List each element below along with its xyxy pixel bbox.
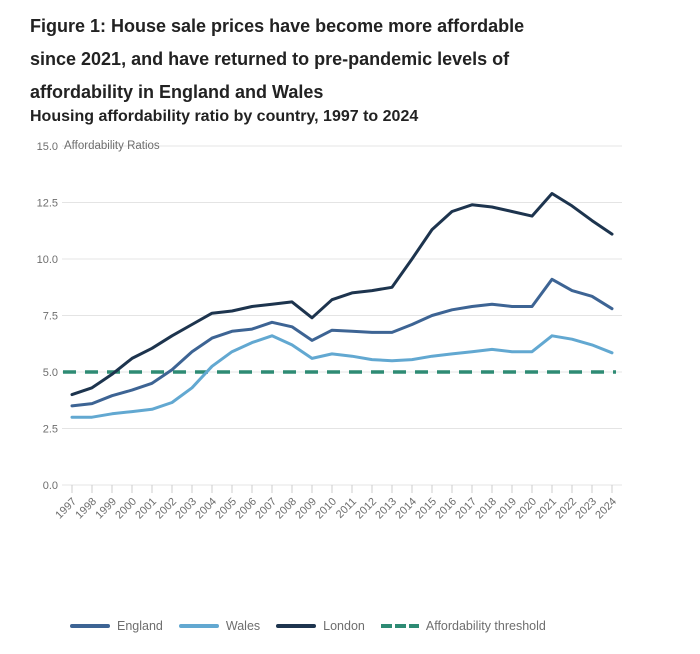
affordability-chart: 0.0 2.5 5.0 7.5 10.0 12.5 15.0 Affordability Ra… bbox=[0, 133, 700, 535]
england-line-swatch bbox=[70, 624, 110, 628]
x-tick-label: 2005 bbox=[213, 496, 239, 522]
legend-item-london: London bbox=[276, 619, 365, 633]
x-tick-label: 2017 bbox=[453, 496, 479, 522]
x-tick-label: 2007 bbox=[253, 496, 279, 522]
x-tick-label: 1998 bbox=[73, 496, 99, 522]
x-tick-label: 2024 bbox=[593, 496, 619, 522]
x-tick-label: 2012 bbox=[353, 496, 379, 522]
chart-legend: England Wales London Affordability thres… bbox=[70, 619, 546, 633]
legend-item-wales: Wales bbox=[178, 619, 261, 633]
y-tick-label: 12.5 bbox=[37, 198, 58, 210]
x-tick-label: 2023 bbox=[573, 496, 599, 522]
london-line-swatch bbox=[276, 624, 317, 628]
y-tick-label: 2.5 bbox=[43, 424, 58, 436]
x-tick-label: 2002 bbox=[153, 496, 179, 522]
threshold-line-swatch bbox=[380, 624, 419, 628]
y-tick-label: 7.5 bbox=[43, 311, 58, 323]
figure-title-line-3: affordability in England and Wales bbox=[30, 82, 324, 102]
chart-subtitle: Housing affordability ratio by country, … bbox=[30, 108, 419, 125]
x-tick-label: 2000 bbox=[113, 496, 139, 522]
x-tick-label: 2015 bbox=[413, 496, 439, 522]
x-tick-label: 2018 bbox=[473, 496, 499, 522]
x-tick-label: 2011 bbox=[334, 496, 359, 521]
x-tick-label: 1999 bbox=[93, 496, 119, 522]
x-tick-label: 2019 bbox=[493, 496, 519, 522]
x-tick-label: 2016 bbox=[433, 496, 459, 522]
x-tick-label: 2008 bbox=[273, 496, 299, 522]
x-tick-label: 2006 bbox=[233, 496, 259, 522]
series-line-wales bbox=[70, 334, 614, 419]
series-line-london bbox=[70, 192, 614, 397]
x-tick-label: 1997 bbox=[53, 496, 79, 522]
legend-label-england: England bbox=[117, 619, 163, 633]
y-axis-title: Affordability Ratios bbox=[64, 140, 160, 152]
x-tick-label: 2010 bbox=[313, 496, 339, 522]
x-tick-label: 2021 bbox=[533, 496, 559, 522]
x-tick-label: 2003 bbox=[173, 496, 199, 522]
x-tick-label: 2001 bbox=[133, 496, 159, 522]
y-tick-label: 5.0 bbox=[43, 367, 58, 379]
legend-item-threshold: Affordability threshold bbox=[380, 619, 546, 633]
x-tick-label: 2014 bbox=[393, 496, 419, 522]
wales-line-swatch bbox=[178, 624, 219, 628]
figure-title-line-2: since 2021, and have returned to pre-pan… bbox=[30, 49, 510, 69]
y-tick-label: 15.0 bbox=[37, 141, 58, 153]
x-tick-label: 2004 bbox=[193, 496, 219, 522]
legend-label-london: London bbox=[323, 619, 365, 633]
x-tick-label: 2020 bbox=[513, 496, 539, 522]
y-tick-label: 10.0 bbox=[37, 254, 58, 266]
y-tick-label: 0.0 bbox=[43, 480, 58, 492]
legend-label-wales: Wales bbox=[225, 619, 261, 633]
series-line-england bbox=[70, 277, 614, 408]
x-tick-label: 2022 bbox=[553, 496, 579, 522]
legend-item-england: England bbox=[70, 619, 163, 633]
legend-label-threshold: Affordability threshold bbox=[425, 619, 546, 633]
figure-title: Figure 1: House sale prices have become … bbox=[30, 10, 590, 109]
figure-title-line-1: Figure 1: House sale prices have become … bbox=[30, 16, 525, 36]
x-tick-label: 2009 bbox=[293, 496, 319, 522]
x-tick-label: 2013 bbox=[373, 496, 399, 522]
affordability-chart-svg: 0.0 2.5 5.0 7.5 10.0 12.5 15.0 Affordability Ra… bbox=[37, 140, 622, 522]
